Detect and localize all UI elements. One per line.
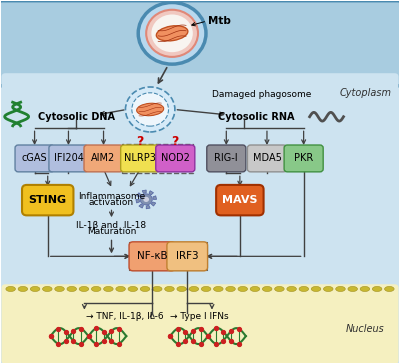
Ellipse shape xyxy=(79,286,89,292)
Text: → TNF, IL-1β, IL-6: → TNF, IL-1β, IL-6 xyxy=(86,312,164,321)
Polygon shape xyxy=(142,190,146,193)
Polygon shape xyxy=(137,193,141,197)
FancyBboxPatch shape xyxy=(0,62,400,364)
Ellipse shape xyxy=(91,286,101,292)
Text: PKR: PKR xyxy=(294,154,313,163)
Circle shape xyxy=(138,3,206,64)
FancyBboxPatch shape xyxy=(248,145,286,172)
Circle shape xyxy=(151,15,193,52)
Ellipse shape xyxy=(226,286,235,292)
Text: ?: ? xyxy=(172,135,179,148)
Polygon shape xyxy=(151,202,156,206)
Text: → Type I IFNs: → Type I IFNs xyxy=(170,312,229,321)
Ellipse shape xyxy=(360,286,370,292)
FancyBboxPatch shape xyxy=(0,1,400,86)
Ellipse shape xyxy=(287,286,296,292)
Ellipse shape xyxy=(348,286,358,292)
Polygon shape xyxy=(146,205,150,209)
Text: Maturation: Maturation xyxy=(87,227,136,236)
Ellipse shape xyxy=(311,286,321,292)
Circle shape xyxy=(126,87,175,132)
Circle shape xyxy=(143,197,149,202)
Text: NOD2: NOD2 xyxy=(161,154,190,163)
Ellipse shape xyxy=(177,286,186,292)
Text: Inflammasome: Inflammasome xyxy=(78,192,145,201)
Ellipse shape xyxy=(30,286,40,292)
Ellipse shape xyxy=(55,286,64,292)
FancyBboxPatch shape xyxy=(121,145,160,172)
Polygon shape xyxy=(139,204,144,208)
FancyBboxPatch shape xyxy=(84,145,123,172)
Ellipse shape xyxy=(116,286,125,292)
Ellipse shape xyxy=(165,286,174,292)
Ellipse shape xyxy=(384,286,394,292)
Ellipse shape xyxy=(262,286,272,292)
Ellipse shape xyxy=(18,286,28,292)
Text: STING: STING xyxy=(29,195,67,205)
FancyBboxPatch shape xyxy=(284,145,323,172)
FancyBboxPatch shape xyxy=(49,145,88,172)
Text: ?: ? xyxy=(136,135,144,148)
Text: Nucleus: Nucleus xyxy=(346,324,385,334)
Ellipse shape xyxy=(201,286,211,292)
Text: AIM2: AIM2 xyxy=(92,154,116,163)
Ellipse shape xyxy=(238,286,248,292)
Text: Damaged phagosome: Damaged phagosome xyxy=(212,91,311,99)
Ellipse shape xyxy=(275,286,284,292)
Ellipse shape xyxy=(214,286,223,292)
FancyBboxPatch shape xyxy=(2,73,398,320)
FancyBboxPatch shape xyxy=(2,284,398,364)
Ellipse shape xyxy=(189,286,199,292)
Text: Cytosolic DNA: Cytosolic DNA xyxy=(38,112,115,122)
Text: activation: activation xyxy=(89,198,134,207)
Text: MAVS: MAVS xyxy=(222,195,258,205)
FancyBboxPatch shape xyxy=(167,242,208,271)
Polygon shape xyxy=(149,191,154,195)
Ellipse shape xyxy=(140,286,150,292)
Text: IRF3: IRF3 xyxy=(176,251,198,261)
Text: Mtb: Mtb xyxy=(208,16,231,26)
Text: Cytoplasm: Cytoplasm xyxy=(340,88,392,98)
Bar xyxy=(122,143,193,173)
Ellipse shape xyxy=(137,103,164,116)
Ellipse shape xyxy=(6,286,16,292)
Text: Cytosolic RNA: Cytosolic RNA xyxy=(218,112,294,122)
Text: IFI204: IFI204 xyxy=(54,154,83,163)
Ellipse shape xyxy=(128,286,138,292)
Ellipse shape xyxy=(152,286,162,292)
Ellipse shape xyxy=(156,26,188,41)
Text: IL-1β and  IL-18: IL-1β and IL-18 xyxy=(76,221,146,230)
Ellipse shape xyxy=(104,286,113,292)
Text: NF-κB: NF-κB xyxy=(137,251,168,261)
Text: RIG-I: RIG-I xyxy=(214,154,238,163)
Polygon shape xyxy=(153,196,156,199)
Ellipse shape xyxy=(372,286,382,292)
Circle shape xyxy=(140,194,152,205)
Ellipse shape xyxy=(67,286,76,292)
Circle shape xyxy=(146,10,198,57)
Text: NLRP3: NLRP3 xyxy=(124,154,156,163)
Ellipse shape xyxy=(299,286,309,292)
Text: cGAS: cGAS xyxy=(22,154,47,163)
FancyBboxPatch shape xyxy=(216,185,264,215)
Ellipse shape xyxy=(324,286,333,292)
Bar xyxy=(130,242,207,270)
Ellipse shape xyxy=(336,286,345,292)
Ellipse shape xyxy=(250,286,260,292)
Polygon shape xyxy=(136,199,140,203)
Text: MDA5: MDA5 xyxy=(252,154,282,163)
FancyBboxPatch shape xyxy=(207,145,246,172)
Circle shape xyxy=(132,93,168,126)
FancyBboxPatch shape xyxy=(156,145,195,172)
FancyBboxPatch shape xyxy=(129,242,175,271)
Ellipse shape xyxy=(42,286,52,292)
FancyBboxPatch shape xyxy=(22,185,74,215)
FancyBboxPatch shape xyxy=(15,145,54,172)
